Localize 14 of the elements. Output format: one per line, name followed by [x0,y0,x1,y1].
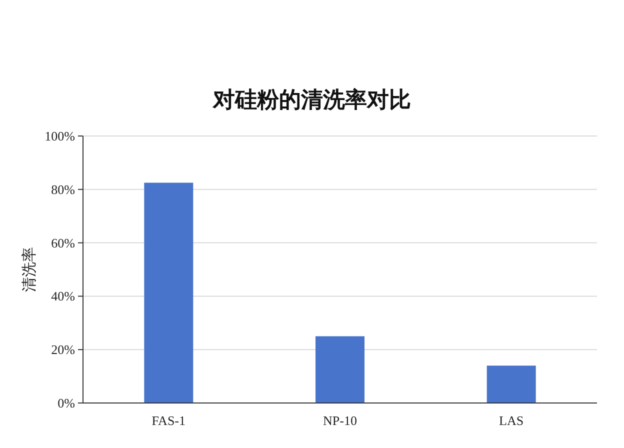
y-tick-label: 80% [51,182,76,197]
bar [316,336,364,403]
chart-title: 对硅粉的清洗率对比 [212,87,411,112]
y-tick-label: 0% [58,396,76,410]
bar [144,182,194,403]
x-tick-label: NP-10 [323,413,357,428]
x-tick-label: LAS [499,413,524,428]
y-axis-title: 清洗率 [21,247,38,292]
y-tick-label: 40% [51,288,76,304]
y-tick-label: 60% [51,235,76,250]
bar [486,366,536,403]
y-tick-label: 20% [51,342,76,358]
y-tick-label: 100% [44,128,76,144]
x-tick-label: FAS-1 [152,413,186,428]
